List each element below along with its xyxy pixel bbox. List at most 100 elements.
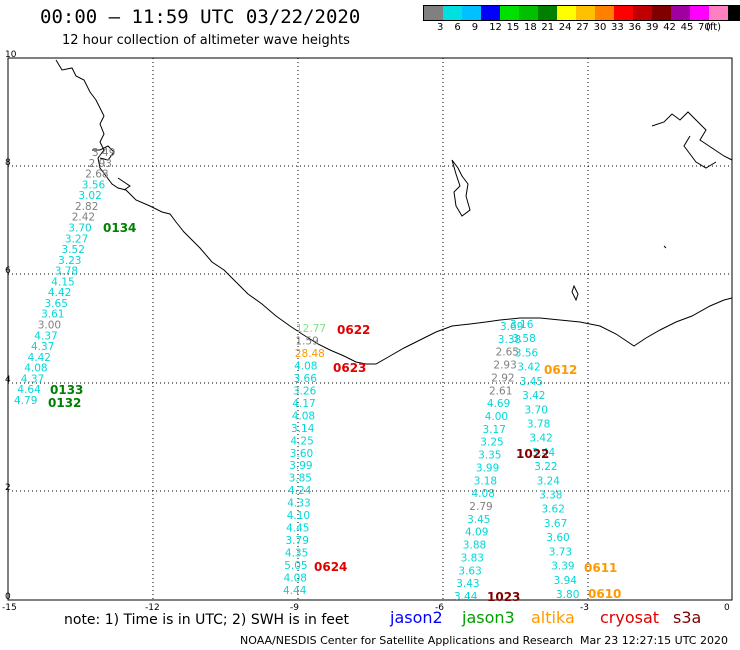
wave-height-value: 28.48 bbox=[295, 348, 325, 360]
wave-height-value: 3.60 bbox=[546, 532, 569, 544]
legend-swatch bbox=[538, 6, 557, 20]
wave-height-value: 4.08 bbox=[284, 573, 307, 585]
legend-label: 24 bbox=[558, 22, 572, 33]
color-scale-legend bbox=[423, 5, 740, 21]
legend-label: 36 bbox=[628, 22, 642, 33]
legend-label: 70 bbox=[698, 22, 711, 33]
wave-height-value: 3.66 bbox=[294, 373, 318, 385]
wave-height-value: 3.65 bbox=[45, 298, 68, 310]
legend-label: 21 bbox=[541, 22, 555, 33]
inlet-1 bbox=[117, 177, 131, 191]
pass-id-label: 0610 bbox=[588, 587, 621, 601]
legend-label: 39 bbox=[645, 22, 659, 33]
wave-height-value: 4.44 bbox=[283, 585, 307, 597]
wave-height-value: 3.83 bbox=[461, 552, 484, 564]
wave-height-value: 3.16 bbox=[510, 319, 534, 331]
wave-height-value: 3.99 bbox=[476, 462, 499, 474]
wave-height-value: 4.08 bbox=[24, 363, 47, 375]
wave-height-value: 3.23 bbox=[58, 255, 81, 267]
wave-height-value: 3.44 bbox=[454, 591, 478, 603]
coastline-main bbox=[55, 59, 733, 365]
wave-height-value: 12.77 bbox=[296, 323, 326, 335]
wave-height-value: 2.93 bbox=[89, 158, 112, 170]
pass-id-label: 0612 bbox=[544, 363, 577, 377]
satellite-legend-item: jason3 bbox=[462, 608, 515, 627]
wave-height-value: 3.42 bbox=[529, 433, 552, 445]
legend-swatch bbox=[462, 6, 481, 20]
legend-swatch bbox=[652, 6, 671, 20]
legend-label: 3 bbox=[437, 22, 444, 33]
wave-height-value: 4.64 bbox=[17, 384, 41, 396]
wave-height-value: 4.79 bbox=[14, 395, 37, 407]
wave-height-value: 2.42 bbox=[72, 212, 95, 224]
wave-height-value: 4.09 bbox=[465, 527, 488, 539]
pass-id-label: 0132 bbox=[48, 396, 81, 410]
legend-swatch bbox=[519, 6, 538, 20]
legend-label: 45 bbox=[680, 22, 694, 33]
note-text: note: 1) Time is in UTC; 2) SWH is in fe… bbox=[64, 612, 350, 628]
wave-height-value: 4.45 bbox=[286, 523, 309, 535]
island-lake bbox=[451, 159, 471, 217]
wave-height-value: 3.42 bbox=[517, 362, 540, 374]
pass-id-label: 0624 bbox=[314, 560, 347, 574]
coast-ne-2 bbox=[683, 135, 717, 169]
legend-label: 42 bbox=[663, 22, 676, 33]
wave-height-value: 3.78 bbox=[527, 419, 550, 431]
pass-id-label: 1023 bbox=[487, 590, 520, 604]
wave-height-value: 3.73 bbox=[549, 546, 572, 558]
wave-height-value: 3.70 bbox=[68, 223, 91, 235]
legend-swatch bbox=[690, 6, 709, 20]
wave-height-value: 3.52 bbox=[62, 244, 85, 256]
wave-height-value: 2.65 bbox=[496, 347, 519, 359]
y-tick-label: 6 bbox=[5, 266, 11, 276]
legend-swatch bbox=[633, 6, 652, 20]
footer-timestamp: Mar 23 12:27:15 UTC 2020 bbox=[580, 634, 728, 647]
pass-id-label: 0611 bbox=[584, 561, 617, 575]
wave-height-value: 2.82 bbox=[75, 201, 98, 213]
wave-height-value: 3.35 bbox=[478, 450, 501, 462]
wave-height-value: 4.35 bbox=[285, 548, 308, 560]
wave-height-value: 4.17 bbox=[292, 398, 315, 410]
island-ne bbox=[651, 111, 733, 161]
legend-label: 15 bbox=[506, 22, 520, 33]
legend-unit: (ft) bbox=[706, 22, 722, 33]
wave-height-value: 3.14 bbox=[291, 423, 315, 435]
legend-swatch bbox=[443, 6, 462, 20]
legend-label: 6 bbox=[454, 22, 461, 33]
altimeter-tracks: 3.492.932.683.563.022.822.423.703.273.52… bbox=[14, 147, 579, 603]
map-grid bbox=[8, 58, 732, 600]
x-tick-label: 0 bbox=[724, 603, 730, 613]
legend-label: 12 bbox=[489, 22, 502, 33]
wave-height-value: 3.58 bbox=[512, 333, 535, 345]
y-tick-label: 4 bbox=[5, 375, 11, 385]
x-tick-label: -12 bbox=[145, 603, 160, 613]
wave-height-value: 3.24 bbox=[537, 475, 561, 487]
legend-swatch bbox=[709, 6, 728, 20]
wave-height-value: 3.99 bbox=[289, 460, 312, 472]
wave-height-value: 4.33 bbox=[287, 498, 310, 510]
wave-height-value: 3.67 bbox=[544, 518, 567, 530]
x-tick-label: -6 bbox=[435, 603, 444, 613]
wave-height-value: 3.60 bbox=[290, 448, 313, 460]
wave-height-value: 1.59 bbox=[295, 336, 318, 348]
wave-height-value: 3.38 bbox=[498, 334, 521, 346]
legend-swatch bbox=[576, 6, 595, 20]
wave-height-value: 2.92 bbox=[491, 372, 514, 384]
wave-height-value: 4.25 bbox=[290, 435, 313, 447]
island-small bbox=[571, 284, 579, 302]
wave-height-value: 4.24 bbox=[288, 485, 312, 497]
wave-height-value: 4.00 bbox=[485, 411, 508, 423]
wave-height-value: 2.68 bbox=[85, 169, 108, 181]
wave-height-value: 4.37 bbox=[21, 373, 44, 385]
wave-height-value: 3.79 bbox=[286, 535, 309, 547]
satellite-legend-item: cryosat bbox=[600, 608, 660, 627]
wave-height-value: 3.63 bbox=[458, 565, 481, 577]
footer-credit: NOAA/NESDIS Center for Satellite Applica… bbox=[240, 634, 574, 647]
wave-height-value: 4.08 bbox=[472, 488, 495, 500]
wave-height-value: 2.79 bbox=[469, 501, 492, 513]
wave-height-value: 3.45 bbox=[520, 376, 543, 388]
pass-id-label: 0622 bbox=[337, 323, 370, 337]
pass-id-label: 0133 bbox=[50, 383, 83, 397]
wave-height-value: 3.70 bbox=[525, 404, 548, 416]
